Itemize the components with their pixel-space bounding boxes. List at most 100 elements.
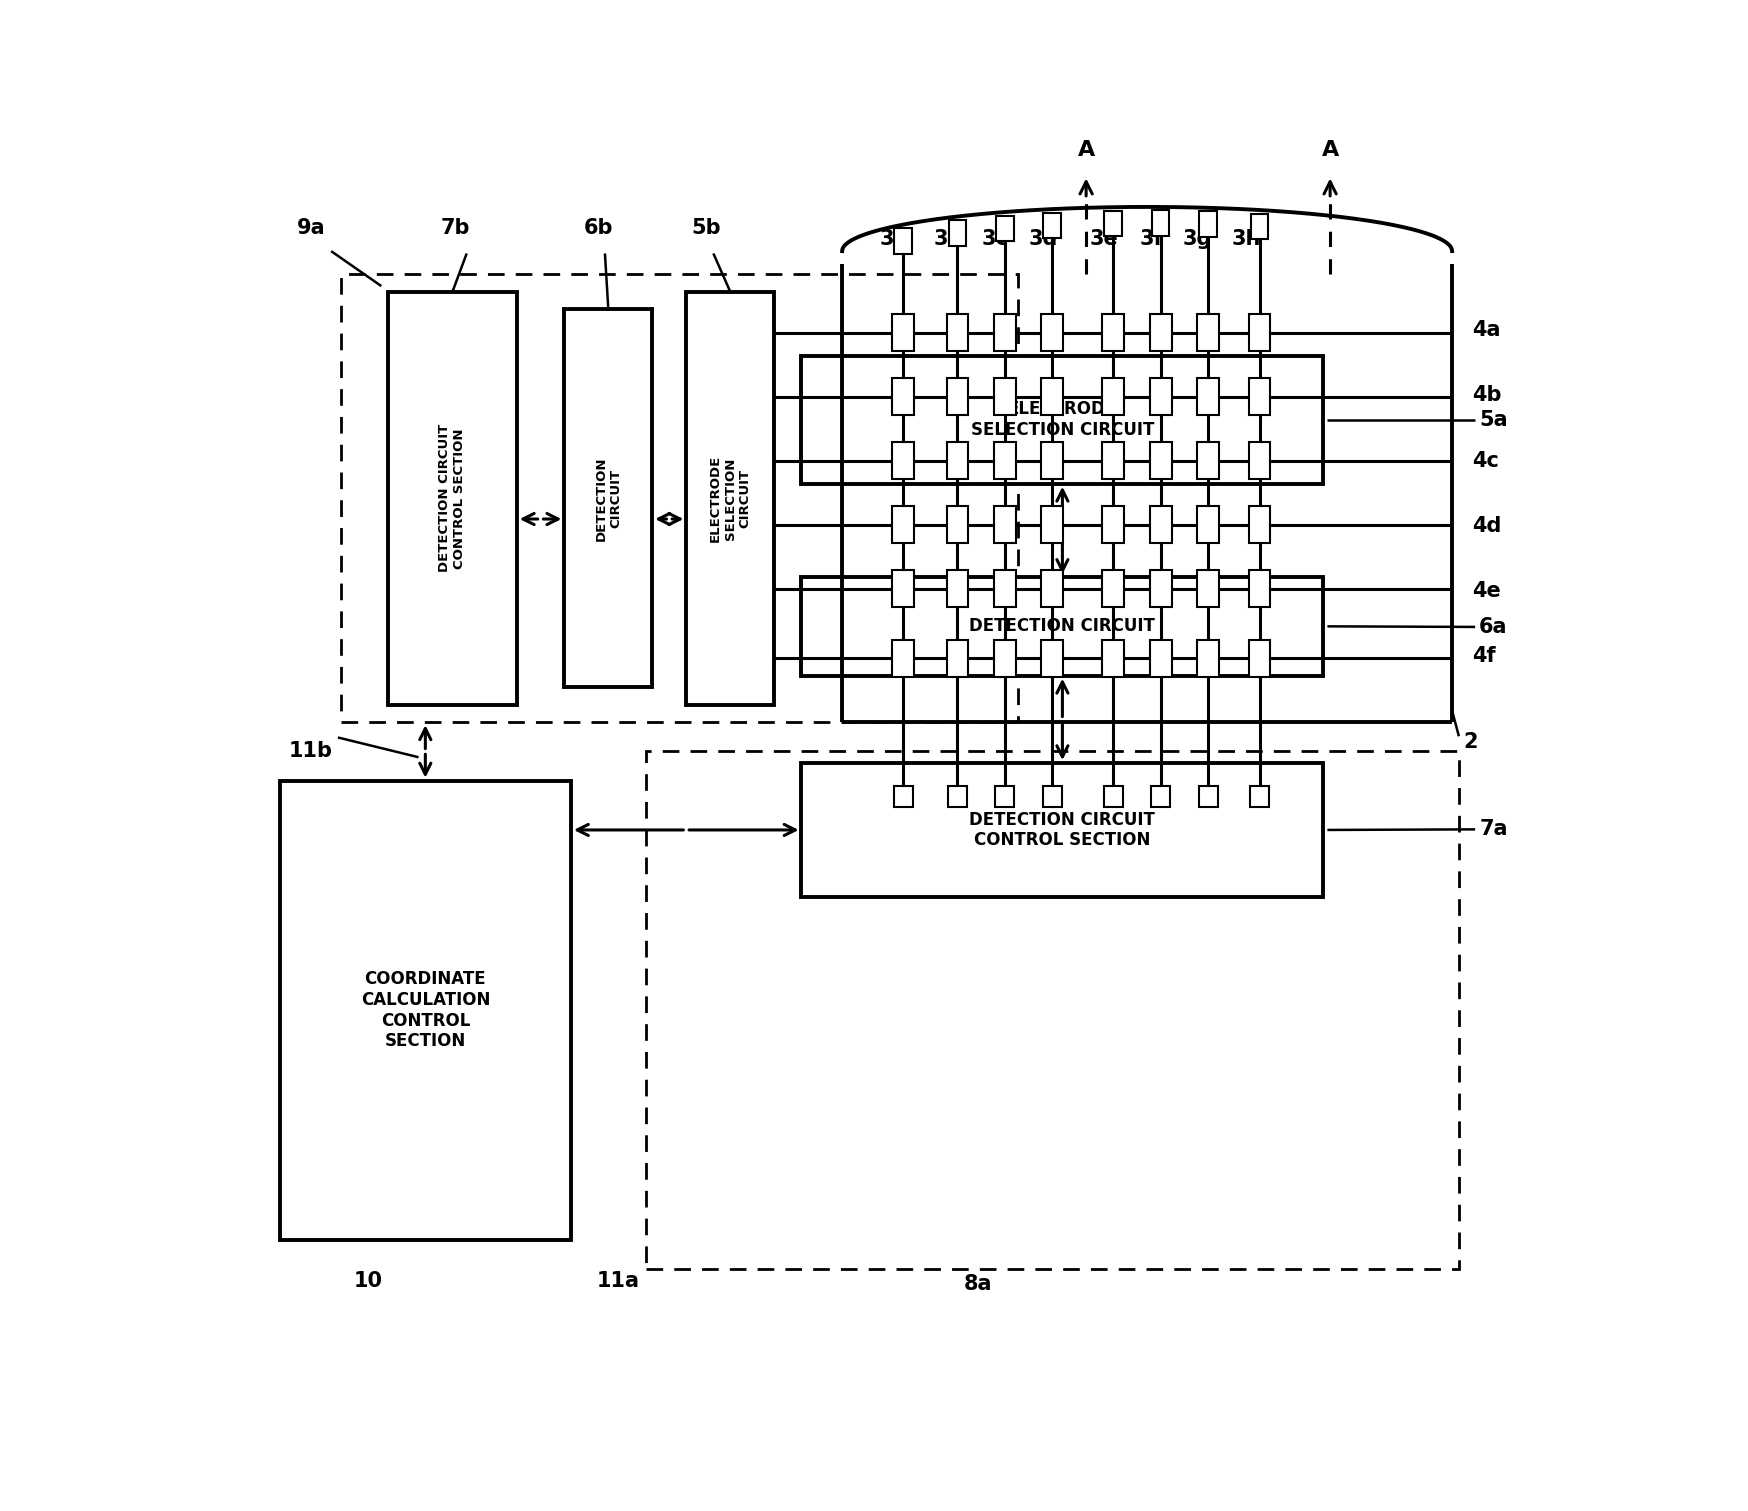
Text: ELECTRODE
SELECTION
CIRCUIT: ELECTRODE SELECTION CIRCUIT: [708, 455, 752, 542]
Bar: [388, 292, 517, 704]
Bar: [1148, 506, 1171, 542]
Bar: [1101, 378, 1124, 416]
Bar: [1042, 786, 1061, 807]
Bar: [801, 357, 1323, 484]
Text: DETECTION CIRCUIT
CONTROL SECTION: DETECTION CIRCUIT CONTROL SECTION: [439, 425, 467, 573]
Bar: [1101, 441, 1124, 479]
Text: ELECTRODE
SELECTION CIRCUIT: ELECTRODE SELECTION CIRCUIT: [970, 400, 1154, 440]
Bar: [1250, 786, 1269, 807]
Text: 7b: 7b: [440, 218, 470, 237]
Bar: [1248, 314, 1269, 351]
Bar: [995, 786, 1014, 807]
Text: 4a: 4a: [1472, 320, 1500, 340]
Bar: [341, 275, 1017, 722]
Text: 5a: 5a: [1479, 409, 1507, 429]
Bar: [947, 786, 967, 807]
Bar: [1040, 314, 1063, 351]
Bar: [993, 314, 1016, 351]
Bar: [1197, 314, 1218, 351]
Text: 11b: 11b: [288, 742, 332, 762]
Bar: [1248, 378, 1269, 416]
Bar: [946, 570, 968, 607]
Bar: [280, 781, 570, 1241]
Bar: [946, 639, 968, 677]
Bar: [1101, 506, 1124, 542]
Bar: [995, 216, 1014, 242]
Text: DETECTION
CIRCUIT: DETECTION CIRCUIT: [594, 456, 622, 541]
Bar: [946, 506, 968, 542]
Text: DETECTION CIRCUIT
CONTROL SECTION: DETECTION CIRCUIT CONTROL SECTION: [968, 810, 1155, 849]
Bar: [1040, 378, 1063, 416]
Text: 6b: 6b: [584, 218, 612, 237]
Text: 3h: 3h: [1231, 230, 1260, 249]
Bar: [1148, 378, 1171, 416]
Bar: [946, 441, 968, 479]
Text: 4f: 4f: [1472, 647, 1495, 666]
Bar: [1103, 786, 1122, 807]
Text: 9a: 9a: [297, 218, 325, 237]
Text: 3f: 3f: [1138, 230, 1162, 249]
Bar: [1101, 570, 1124, 607]
Text: 2: 2: [1461, 733, 1477, 752]
Bar: [891, 378, 914, 416]
Bar: [1148, 639, 1171, 677]
Bar: [993, 506, 1016, 542]
Text: 7a: 7a: [1479, 819, 1507, 840]
Bar: [993, 378, 1016, 416]
Bar: [891, 570, 914, 607]
Bar: [801, 577, 1323, 675]
Bar: [1103, 210, 1122, 236]
Bar: [1197, 506, 1218, 542]
Bar: [891, 314, 914, 351]
Text: A: A: [1321, 141, 1337, 160]
Bar: [1040, 506, 1063, 542]
Bar: [1040, 639, 1063, 677]
Bar: [1197, 786, 1217, 807]
Text: DETECTION CIRCUIT: DETECTION CIRCUIT: [968, 618, 1155, 635]
Bar: [993, 639, 1016, 677]
Bar: [1148, 570, 1171, 607]
Bar: [801, 763, 1323, 898]
Bar: [645, 751, 1458, 1269]
Bar: [1250, 213, 1267, 239]
Bar: [1101, 314, 1124, 351]
Bar: [1197, 639, 1218, 677]
Bar: [1248, 570, 1269, 607]
Text: A: A: [1077, 141, 1094, 160]
Text: 6a: 6a: [1479, 616, 1507, 638]
Bar: [1150, 786, 1169, 807]
Text: 3g: 3g: [1182, 230, 1211, 249]
Bar: [946, 314, 968, 351]
Bar: [565, 310, 652, 688]
Text: 10: 10: [353, 1271, 383, 1290]
Bar: [893, 786, 912, 807]
Bar: [1199, 212, 1217, 237]
Bar: [891, 506, 914, 542]
Bar: [947, 221, 965, 246]
Bar: [1197, 378, 1218, 416]
Text: 3a: 3a: [879, 230, 907, 249]
Bar: [993, 570, 1016, 607]
Bar: [893, 228, 911, 254]
Bar: [1040, 441, 1063, 479]
Text: 5b: 5b: [692, 218, 720, 237]
Bar: [1101, 639, 1124, 677]
Text: 4b: 4b: [1472, 385, 1502, 405]
Bar: [1044, 213, 1061, 239]
Bar: [1152, 210, 1169, 236]
Text: COORDINATE
CALCULATION
CONTROL
SECTION: COORDINATE CALCULATION CONTROL SECTION: [360, 970, 489, 1050]
Bar: [891, 441, 914, 479]
Bar: [1248, 441, 1269, 479]
Text: 11a: 11a: [596, 1271, 640, 1290]
Text: 3b: 3b: [933, 230, 961, 249]
Bar: [685, 292, 774, 704]
Bar: [1197, 570, 1218, 607]
Text: 3d: 3d: [1028, 230, 1058, 249]
Bar: [1040, 570, 1063, 607]
Bar: [993, 441, 1016, 479]
Bar: [946, 378, 968, 416]
Text: 4c: 4c: [1472, 450, 1498, 470]
Bar: [1148, 314, 1171, 351]
Text: 4d: 4d: [1472, 515, 1502, 536]
Bar: [891, 639, 914, 677]
